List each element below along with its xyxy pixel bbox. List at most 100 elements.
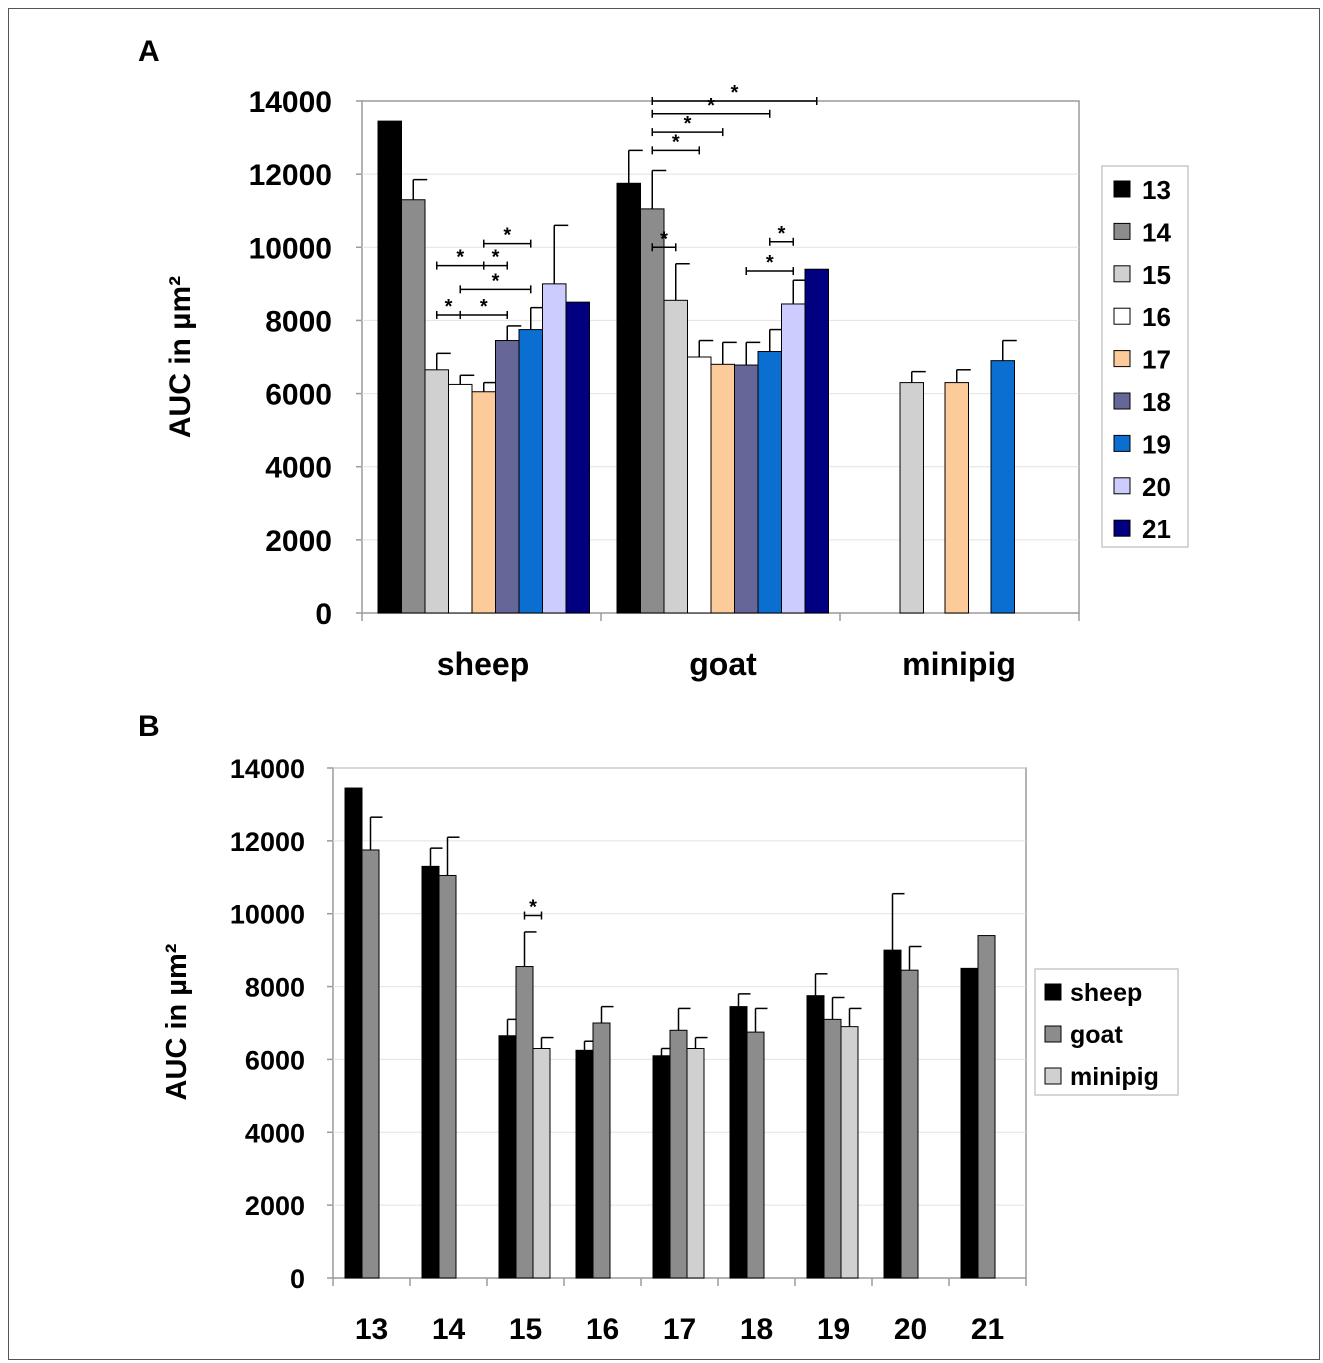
y-tick-label-b: 4000 <box>245 1118 305 1148</box>
legend-label-a: 21 <box>1142 514 1171 544</box>
legend-swatch-a-21 <box>1113 519 1131 537</box>
legend-label-a: 18 <box>1142 387 1171 417</box>
bar-b-goat <box>900 969 919 1279</box>
bar-b-sheep <box>421 865 440 1279</box>
legend-swatch-a-17 <box>1113 350 1131 368</box>
bar-a-15 <box>899 382 924 614</box>
y-axis-label-a: AUC in µm² <box>164 276 197 438</box>
y-tick-label-b: 2000 <box>245 1191 305 1221</box>
legend-label-a: 17 <box>1142 345 1171 375</box>
bar-b-sheep <box>652 1055 671 1279</box>
y-tick-label-a: 14000 <box>249 86 332 119</box>
category-label-b: 20 <box>894 1313 927 1346</box>
y-tick-label-b: 0 <box>290 1264 305 1294</box>
panel-a-letter: A <box>138 35 160 68</box>
significance-star-a: * <box>445 296 453 318</box>
bar-a-15 <box>424 369 449 614</box>
significance-star-a: * <box>456 247 464 269</box>
bar-a-19 <box>518 329 543 614</box>
legend-swatch-b-goat <box>1044 1025 1062 1043</box>
panel-b-letter: B <box>138 710 160 743</box>
legend-swatch-a-18 <box>1113 392 1131 410</box>
bar-a-20 <box>781 303 806 614</box>
bar-a-21 <box>804 268 829 614</box>
category-label-b: 13 <box>355 1313 388 1346</box>
bar-b-goat <box>515 966 534 1279</box>
significance-star-a: * <box>707 95 715 117</box>
bar-b-minipig <box>840 1026 859 1279</box>
bar-a-16 <box>687 356 712 614</box>
bar-a-17 <box>944 382 969 614</box>
bar-b-goat <box>592 1022 611 1279</box>
category-label-b: 15 <box>509 1313 542 1346</box>
bar-a-15 <box>663 299 688 614</box>
bar-b-goat <box>438 874 457 1279</box>
y-tick-label-a: 10000 <box>249 232 332 265</box>
category-label-b: 18 <box>740 1313 773 1346</box>
significance-star-a: * <box>684 113 692 135</box>
bar-a-19 <box>757 351 782 614</box>
legend-swatch-a-19 <box>1113 434 1131 452</box>
figure-frame <box>8 8 1320 1360</box>
bar-a-18 <box>734 364 759 614</box>
category-label-b: 19 <box>817 1313 850 1346</box>
significance-star-a: * <box>672 131 680 153</box>
significance-star-a: * <box>480 296 488 318</box>
y-axis-label-b: AUC in µm² <box>161 943 193 1100</box>
bar-b-goat <box>746 1031 765 1279</box>
legend-label-a: 15 <box>1142 260 1171 290</box>
bar-b-goat <box>669 1029 688 1279</box>
significance-star-a: * <box>660 228 668 250</box>
legend-swatch-a-13 <box>1113 180 1131 198</box>
bar-b-minipig <box>532 1048 551 1279</box>
bar-a-21 <box>565 301 590 614</box>
legend-label-a: 20 <box>1142 472 1171 502</box>
legend-label-a: 13 <box>1142 175 1171 205</box>
bar-b-minipig <box>686 1048 705 1279</box>
bar-a-13 <box>377 120 402 614</box>
bar-b-sheep <box>344 787 363 1279</box>
category-label-a: goat <box>689 646 757 682</box>
bar-a-14 <box>401 199 426 614</box>
bar-a-19 <box>990 360 1015 614</box>
legend-swatch-a-15 <box>1113 265 1131 283</box>
legend-swatch-a-14 <box>1113 222 1131 240</box>
bar-b-sheep <box>498 1035 517 1279</box>
legend-label-b: sheep <box>1070 979 1142 1007</box>
significance-star-a: * <box>731 82 739 104</box>
y-tick-label-a: 6000 <box>265 379 332 412</box>
bar-b-sheep <box>883 949 902 1279</box>
legend-swatch-b-sheep <box>1044 983 1062 1001</box>
y-tick-label-a: 8000 <box>265 305 332 338</box>
bar-b-goat <box>977 935 996 1279</box>
category-label-b: 21 <box>971 1313 1004 1346</box>
category-label-b: 16 <box>586 1313 619 1346</box>
bar-a-17 <box>471 391 496 614</box>
bar-a-16 <box>448 383 473 614</box>
significance-star-a: * <box>492 270 500 292</box>
y-tick-label-a: 12000 <box>249 159 332 192</box>
bar-a-13 <box>616 182 641 614</box>
y-tick-label-a: 2000 <box>265 525 332 558</box>
y-tick-label-b: 12000 <box>230 827 305 857</box>
y-tick-label-a: 0 <box>315 598 332 631</box>
significance-star-a: * <box>778 223 786 245</box>
bar-a-18 <box>495 340 520 614</box>
legend-label-b: goat <box>1070 1021 1123 1049</box>
bar-b-goat <box>361 849 380 1279</box>
significance-star-a: * <box>492 247 500 269</box>
bar-a-14 <box>640 208 665 614</box>
category-label-a: minipig <box>902 646 1016 682</box>
y-tick-label-b: 14000 <box>230 754 305 784</box>
bar-b-sheep <box>575 1049 594 1279</box>
category-label-b: 17 <box>663 1313 696 1346</box>
legend-label-a: 16 <box>1142 302 1171 332</box>
category-label-b: 14 <box>432 1313 466 1346</box>
legend-swatch-a-20 <box>1113 477 1131 495</box>
y-tick-label-a: 4000 <box>265 452 332 485</box>
chart-a: 0 2000 4000 6000 8000 10000 12000 14000 sheep goa… <box>164 82 1189 682</box>
bar-a-17 <box>710 363 735 614</box>
y-tick-label-b: 10000 <box>230 900 305 930</box>
category-label-a: sheep <box>437 646 529 682</box>
